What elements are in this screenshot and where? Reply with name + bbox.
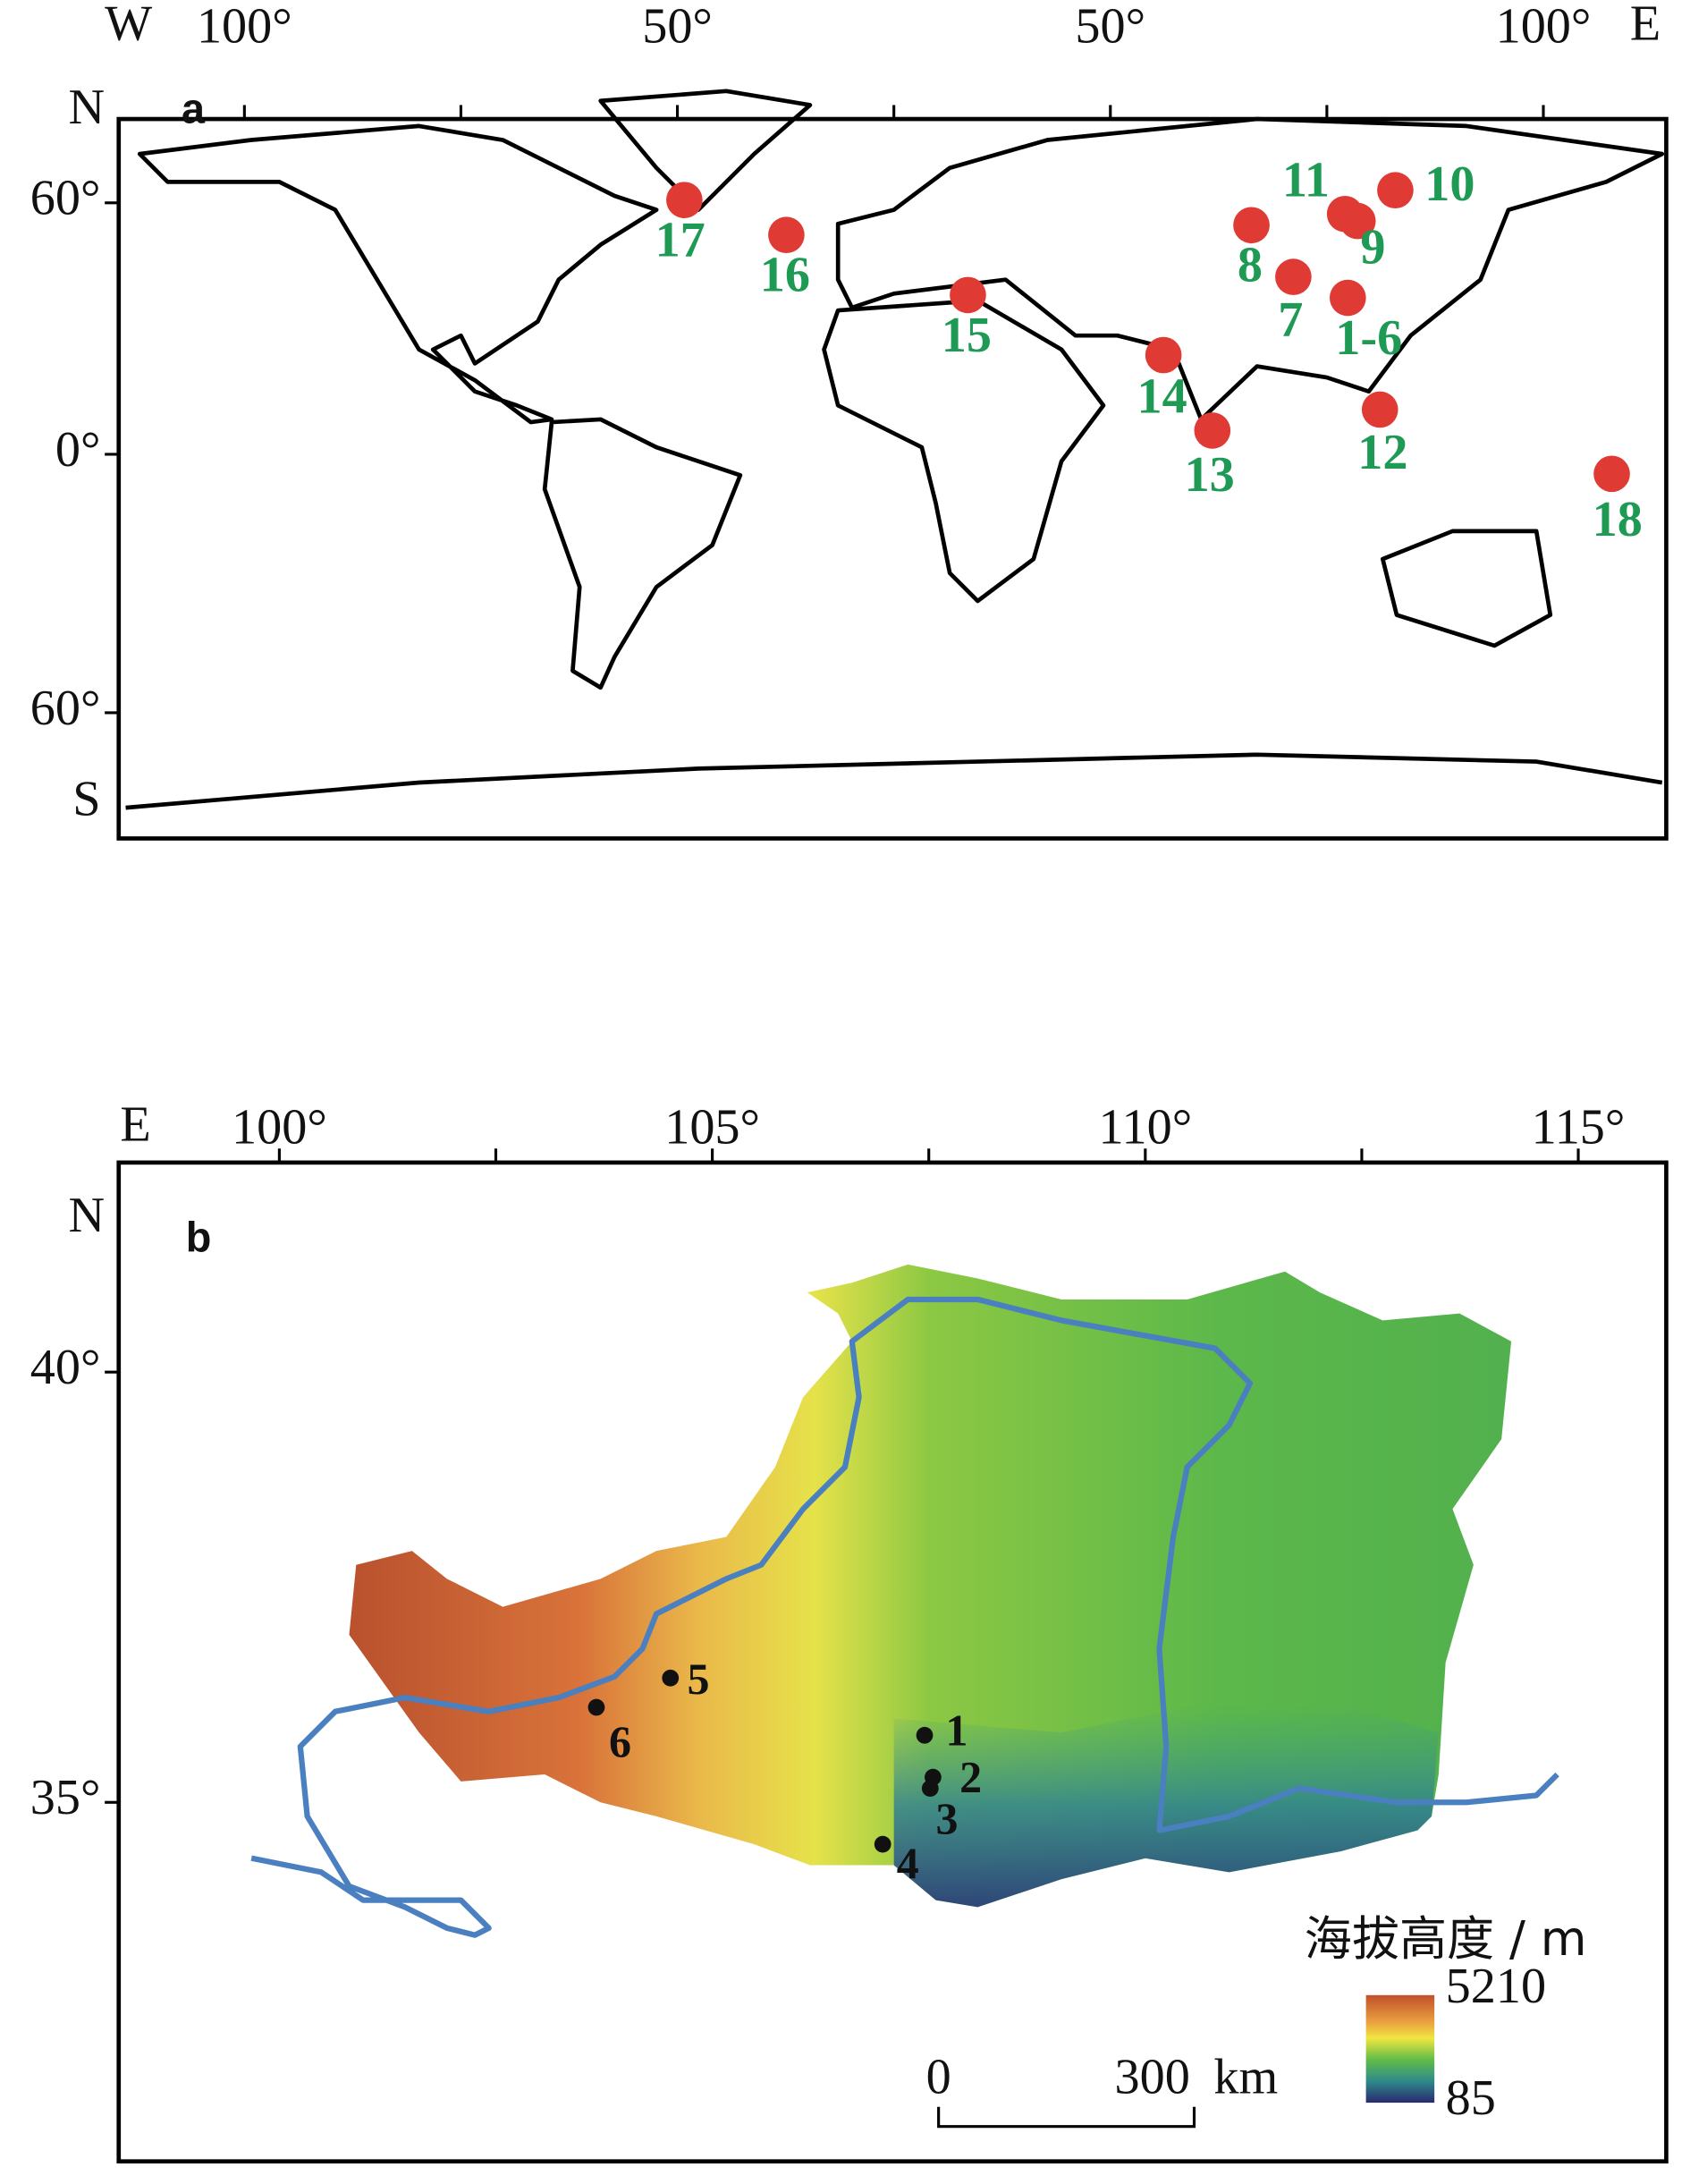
scale-end: 300 — [1114, 2050, 1189, 2105]
y-end-label: N — [69, 80, 106, 135]
site-dot — [1275, 258, 1312, 295]
site-dot — [916, 1726, 934, 1744]
lowland — [893, 1704, 1439, 1908]
map-frame — [116, 116, 1669, 841]
site-dot — [1377, 172, 1414, 209]
map-frame — [116, 1160, 1669, 2164]
coastline — [125, 752, 1663, 810]
x-tick-label: 110° — [1098, 1099, 1192, 1155]
x-tick-label: 50° — [1075, 0, 1145, 55]
site-label: 11 — [1282, 152, 1330, 207]
x-tick-label: 100° — [232, 1099, 327, 1155]
x-tick-label: 115° — [1532, 1099, 1626, 1155]
legend-min: 85 — [1446, 2070, 1496, 2126]
site-label: 1-6 — [1335, 310, 1402, 366]
legend-title: 海拔高度 / m — [1305, 1911, 1587, 1967]
y-tick-label: 40° — [30, 1340, 101, 1395]
site-label: 2 — [959, 1751, 982, 1801]
site-label: 8 — [1238, 238, 1263, 293]
site-dot — [1233, 207, 1270, 244]
coastline — [137, 123, 659, 425]
site-label: 7 — [1278, 292, 1303, 348]
panel-a: aW E 100° 50° 50° 100° N S 60° 0° 60° 17 16 15 14 13 12 8… — [30, 0, 1669, 841]
x-end-label: E — [1630, 0, 1660, 51]
y-tick-label: 60° — [30, 171, 101, 226]
site-label: 15 — [942, 308, 992, 363]
site-label: 13 — [1185, 447, 1235, 503]
color-bar — [1365, 1994, 1435, 2104]
panel-label: b — [186, 1215, 212, 1261]
coastline — [598, 89, 813, 212]
site-label: 6 — [609, 1716, 631, 1766]
site-label: 9 — [1360, 219, 1385, 275]
site-label: 4 — [897, 1838, 919, 1888]
site-dot — [874, 1835, 891, 1853]
site-dot — [666, 182, 703, 218]
x-tick-label: 100° — [1496, 0, 1592, 55]
y-tick-label: 35° — [30, 1770, 101, 1825]
site-dot — [1145, 336, 1182, 374]
x-end-label: E — [120, 1096, 150, 1152]
site-label: 10 — [1424, 157, 1475, 212]
x-end-label: W — [105, 0, 152, 51]
site-label: 14 — [1137, 369, 1187, 425]
x-tick-label: 50° — [642, 0, 713, 55]
site-dot — [768, 216, 805, 254]
site-label: 12 — [1357, 425, 1407, 480]
site-label: 5 — [687, 1654, 709, 1704]
scale-start: 0 — [926, 2050, 951, 2105]
y-tick-label: 60° — [30, 681, 101, 736]
site-label: 18 — [1593, 492, 1643, 547]
site-dot — [1330, 279, 1366, 317]
y-tick-label: 0° — [55, 422, 101, 478]
site-dot — [1194, 412, 1231, 449]
site-dot — [662, 1669, 680, 1687]
site-label: 3 — [936, 1793, 959, 1843]
coastline — [542, 417, 743, 690]
coastline — [822, 298, 1106, 604]
y-end-label: N — [69, 1188, 106, 1243]
site-dot — [950, 276, 986, 314]
legend-max: 5210 — [1446, 1959, 1546, 2014]
x-tick-label: 100° — [197, 0, 292, 55]
y-end-label: S — [72, 771, 100, 826]
site-label: 17 — [655, 213, 706, 268]
yellow-river — [250, 1296, 1559, 1938]
site-label: 1 — [945, 1706, 968, 1756]
scale-unit: km — [1213, 2050, 1278, 2105]
site-label: 16 — [760, 248, 810, 303]
x-tick-label: 105° — [664, 1099, 760, 1155]
site-dot — [1361, 391, 1398, 428]
site-dot — [587, 1698, 605, 1716]
site-dot — [921, 1780, 939, 1798]
panel-label: a — [182, 86, 206, 132]
scale-bar — [937, 2106, 1196, 2129]
coastline — [1381, 529, 1553, 648]
site-dot — [1593, 455, 1630, 493]
panel-b: 海拔高度 / m 5210 85 0 300 km b E 100° 105° 110°… — [30, 1096, 1669, 2164]
site-dot — [1339, 202, 1376, 240]
